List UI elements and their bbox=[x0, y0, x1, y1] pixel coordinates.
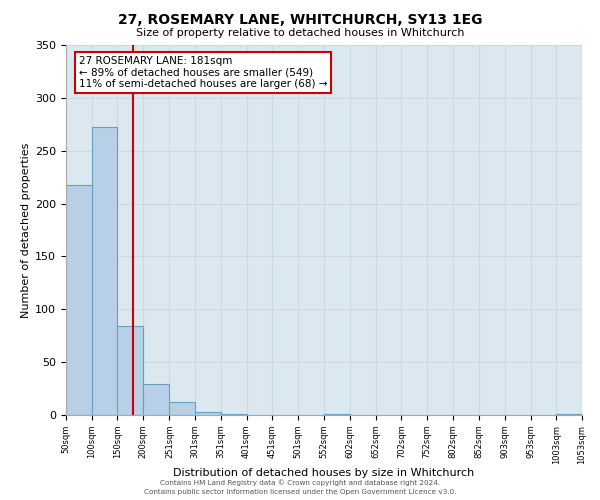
Bar bbox=[195, 412, 221, 415]
Bar bbox=[221, 414, 247, 415]
Bar bbox=[143, 384, 169, 415]
Text: Contains public sector information licensed under the Open Government Licence v3: Contains public sector information licen… bbox=[144, 489, 456, 495]
Bar bbox=[118, 326, 143, 415]
Bar bbox=[66, 184, 92, 415]
X-axis label: Distribution of detached houses by size in Whitchurch: Distribution of detached houses by size … bbox=[173, 468, 475, 478]
Text: 27 ROSEMARY LANE: 181sqm
← 89% of detached houses are smaller (549)
11% of semi-: 27 ROSEMARY LANE: 181sqm ← 89% of detach… bbox=[79, 56, 328, 90]
Text: Size of property relative to detached houses in Whitchurch: Size of property relative to detached ho… bbox=[136, 28, 464, 38]
Text: Contains HM Land Registry data © Crown copyright and database right 2024.: Contains HM Land Registry data © Crown c… bbox=[160, 480, 440, 486]
Bar bbox=[324, 414, 350, 415]
Bar bbox=[556, 414, 582, 415]
Bar bbox=[169, 402, 195, 415]
Bar bbox=[92, 128, 118, 415]
Y-axis label: Number of detached properties: Number of detached properties bbox=[21, 142, 31, 318]
Text: 27, ROSEMARY LANE, WHITCHURCH, SY13 1EG: 27, ROSEMARY LANE, WHITCHURCH, SY13 1EG bbox=[118, 12, 482, 26]
